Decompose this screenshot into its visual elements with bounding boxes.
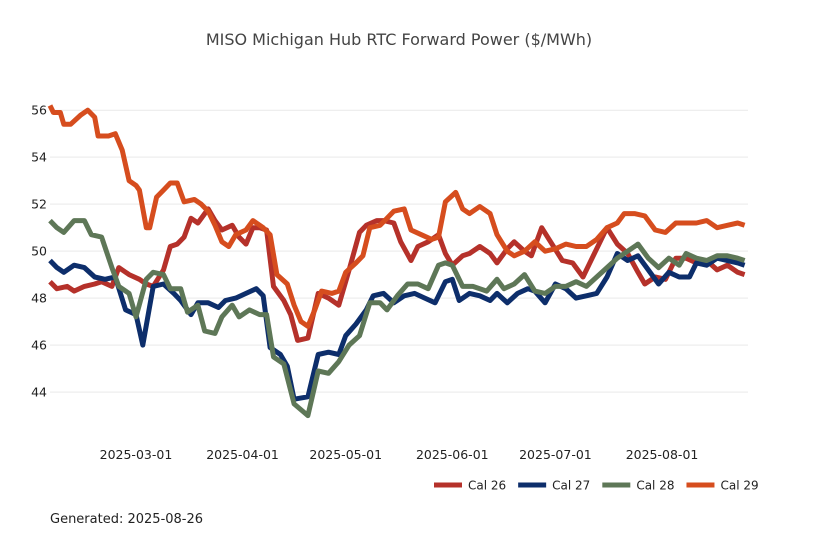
legend-item: Cal 29: [686, 479, 759, 493]
generated-timestamp: Generated: 2025-08-26: [50, 512, 204, 527]
series-line-cal-26: [48, 206, 746, 343]
series-lines: [47, 104, 746, 419]
y-tick-label: 44: [31, 385, 47, 400]
y-tick-label: 50: [31, 244, 47, 259]
x-tick-label: 2025-07-01: [519, 447, 592, 462]
legend-label: Cal 26: [468, 479, 506, 493]
x-axis-ticks: 2025-03-01 2025-04-01 2025-05-01 2025-06-01…: [100, 447, 699, 462]
x-tick-label: 2025-04-01: [206, 447, 279, 462]
legend-item: Cal 28: [602, 479, 674, 493]
y-tick-label: 52: [31, 197, 47, 212]
y-tick-label: 56: [31, 103, 47, 118]
x-tick-label: 2025-08-01: [626, 447, 699, 462]
series-line-cal-29: [47, 104, 746, 329]
x-tick-label: 2025-06-01: [416, 447, 489, 462]
y-tick-label: 46: [31, 338, 47, 353]
y-tick-label: 48: [31, 291, 47, 306]
legend-item: Cal 26: [434, 479, 506, 493]
legend-label: Cal 29: [720, 479, 758, 493]
chart-title: MISO Michigan Hub RTC Forward Power ($/M…: [206, 30, 592, 49]
legend-label: Cal 27: [552, 479, 590, 493]
legend-item: Cal 27: [518, 479, 590, 493]
x-tick-label: 2025-03-01: [100, 447, 173, 462]
series-line-cal-28: [48, 218, 746, 419]
legend-label: Cal 28: [636, 479, 674, 493]
y-axis-ticks: 44 46 48 50 52 54 56: [31, 103, 47, 400]
y-tick-label: 54: [31, 150, 47, 165]
series-line-cal-27: [48, 251, 746, 402]
legend: Cal 26 Cal 27 Cal 28 Cal 29: [434, 479, 759, 493]
x-tick-label: 2025-05-01: [309, 447, 382, 462]
